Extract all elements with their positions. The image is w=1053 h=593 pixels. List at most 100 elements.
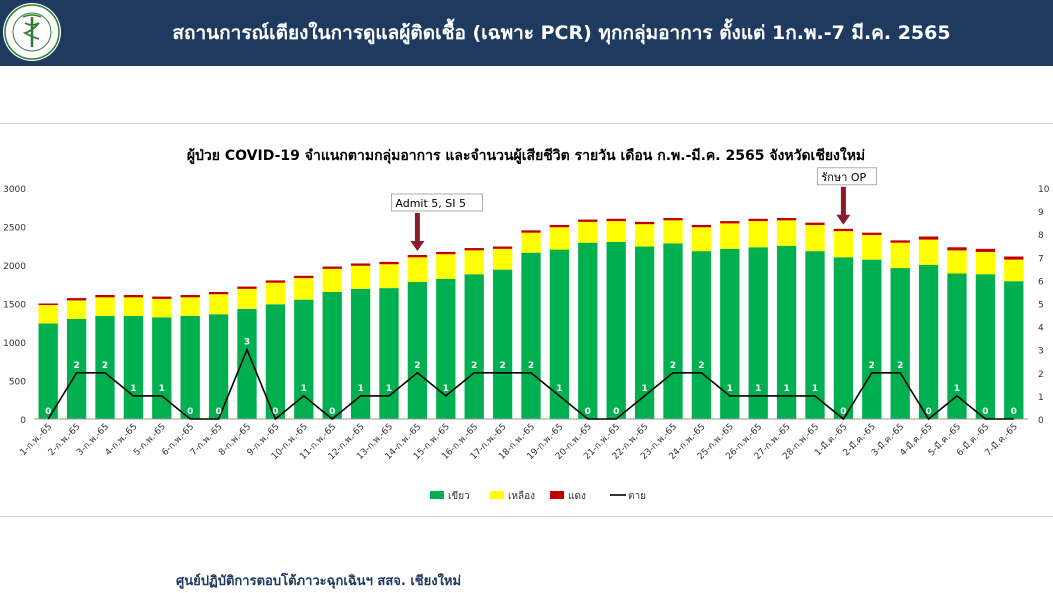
y-right-tick-label: 2 bbox=[1038, 370, 1044, 380]
bar-segment bbox=[805, 222, 825, 225]
bar-segment bbox=[407, 254, 428, 258]
death-data-label: 1 bbox=[755, 384, 761, 394]
bar-segment bbox=[265, 304, 286, 419]
death-data-label: 1 bbox=[443, 384, 449, 394]
bar-segment bbox=[180, 297, 200, 316]
y-left-tick-label: 3000 bbox=[3, 185, 26, 195]
death-data-label: 1 bbox=[812, 384, 818, 394]
bar-segment bbox=[918, 265, 939, 419]
annotation-label: รักษา OP bbox=[821, 171, 866, 184]
y-left-tick-label: 2000 bbox=[3, 262, 26, 272]
bar-segment bbox=[66, 298, 87, 301]
y-left-tick-label: 2500 bbox=[3, 224, 26, 234]
death-data-label: 2 bbox=[102, 361, 108, 371]
bar-segment bbox=[123, 295, 144, 298]
bar-segment bbox=[862, 232, 882, 235]
bar-segment bbox=[748, 218, 768, 222]
bar-segment bbox=[294, 278, 314, 300]
death-data-label: 0 bbox=[1011, 407, 1017, 417]
chart-title: ผู้ป่วย COVID-19 จำแนกตามกลุ่มอาการ และจ… bbox=[187, 146, 865, 164]
death-data-label: 0 bbox=[982, 407, 988, 417]
header-bar: สถานการณ์เตียงในการดูแลผู้ติดเชื้อ (เฉพา… bbox=[0, 0, 1053, 66]
bar-segment bbox=[436, 251, 456, 255]
footer-text: ศูนย์ปฏิบัติการตอบโต้ภาวะฉุกเฉินฯ สสจ. เ… bbox=[176, 574, 462, 589]
death-data-label: 1 bbox=[727, 384, 733, 394]
chart-svg: ผู้ป่วย COVID-19 จำแนกตามกลุ่มอาการ และจ… bbox=[3, 146, 1050, 502]
bar-segment bbox=[549, 224, 570, 228]
y-right-tick-label: 10 bbox=[1038, 185, 1050, 195]
bar-segment bbox=[606, 241, 626, 419]
y-right-tick-label: 8 bbox=[1038, 231, 1044, 241]
bar-segment bbox=[805, 251, 825, 419]
death-data-label: 2 bbox=[528, 361, 534, 371]
bar-segment bbox=[123, 297, 144, 316]
bar-segment bbox=[237, 288, 257, 309]
death-data-label: 2 bbox=[73, 361, 79, 371]
legend-swatch bbox=[430, 491, 444, 499]
bar-segment bbox=[379, 288, 399, 419]
bar-segment bbox=[776, 218, 797, 221]
bar-segment bbox=[407, 281, 428, 419]
bar-segment bbox=[208, 294, 229, 315]
y-right-tick-label: 4 bbox=[1038, 324, 1044, 334]
bar-segment bbox=[720, 221, 740, 224]
bar-segment bbox=[1004, 281, 1024, 419]
annotation-box bbox=[817, 167, 878, 186]
bar-segment bbox=[152, 298, 172, 318]
bar-segment bbox=[720, 248, 740, 419]
bar-segment bbox=[492, 248, 513, 270]
y-right-tick-label: 1 bbox=[1038, 393, 1044, 403]
death-line bbox=[47, 347, 1014, 421]
bar-segment bbox=[322, 291, 342, 419]
bar-segment bbox=[38, 323, 58, 419]
page-title: สถานการณ์เตียงในการดูแลผู้ติดเชื้อ (เฉพา… bbox=[172, 22, 951, 44]
y-right-tick-label: 6 bbox=[1038, 277, 1044, 287]
bar-segment bbox=[578, 219, 598, 222]
bar-segment bbox=[66, 318, 87, 419]
bar-segment bbox=[322, 266, 342, 269]
bar-segment bbox=[464, 250, 484, 275]
bar-segment bbox=[492, 246, 513, 249]
bar-segment bbox=[95, 315, 115, 419]
bar-segment bbox=[606, 218, 626, 222]
y-right-tick-label: 3 bbox=[1038, 347, 1044, 357]
bar-segment bbox=[379, 264, 399, 289]
bar-segment bbox=[294, 299, 314, 419]
bar-segment bbox=[890, 242, 910, 269]
bar-segment bbox=[180, 315, 200, 419]
death-data-label: 0 bbox=[187, 407, 193, 417]
death-data-label: 1 bbox=[954, 384, 960, 394]
bar-segment bbox=[95, 295, 115, 298]
death-data-label: 1 bbox=[556, 384, 562, 394]
death-data-label: 1 bbox=[130, 384, 136, 394]
bar-segment bbox=[265, 282, 286, 305]
bar-segment bbox=[833, 257, 854, 419]
bar-segment bbox=[492, 269, 513, 419]
death-data-label: 0 bbox=[215, 407, 221, 417]
bar-segment bbox=[294, 275, 314, 279]
bar-segment bbox=[578, 242, 598, 419]
y-left-tick-label: 0 bbox=[20, 416, 26, 426]
death-data-label: 2 bbox=[670, 361, 676, 371]
bar-segment bbox=[549, 227, 570, 250]
bar-segment bbox=[748, 221, 768, 248]
bar-segment bbox=[38, 305, 58, 324]
death-data-label: 1 bbox=[357, 384, 363, 394]
bar-segment bbox=[407, 257, 428, 282]
bar-segment bbox=[436, 278, 456, 419]
death-data-label: 0 bbox=[585, 407, 591, 417]
y-left-tick-label: 1500 bbox=[3, 301, 26, 311]
bar-segment bbox=[379, 261, 399, 265]
annotation-label: Admit 5, SI 5 bbox=[395, 197, 466, 210]
bar-segment bbox=[95, 297, 115, 316]
bar-segment bbox=[1004, 259, 1024, 282]
death-data-label: 2 bbox=[499, 361, 505, 371]
bar-segment bbox=[180, 295, 200, 298]
bar-segment bbox=[975, 251, 996, 275]
legend-label: เขียว bbox=[448, 490, 470, 502]
bar-segment bbox=[152, 296, 172, 299]
bar-segment bbox=[947, 250, 967, 274]
bar-segment bbox=[634, 246, 655, 419]
bar-segment bbox=[521, 230, 541, 233]
bar-segment bbox=[152, 317, 172, 419]
